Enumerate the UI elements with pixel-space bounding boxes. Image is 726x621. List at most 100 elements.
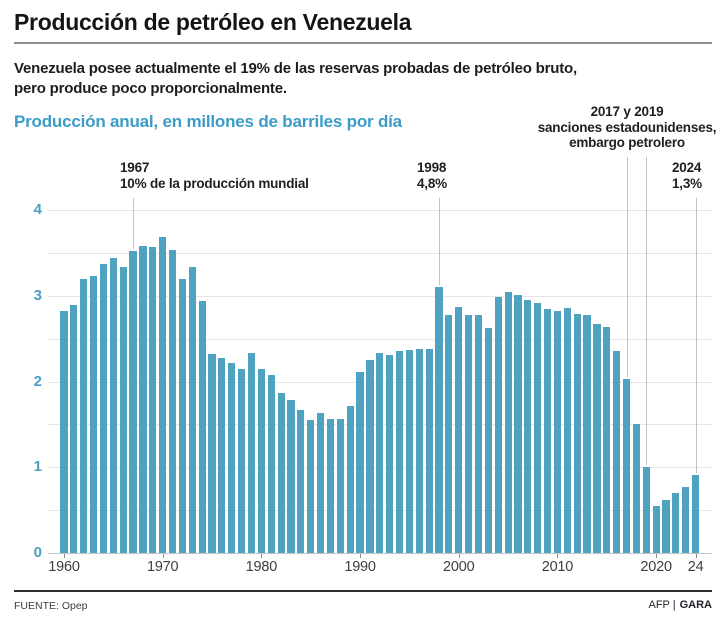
annotation-1967: 1967 10% de la producción mundial (120, 160, 309, 191)
annotation-line-1998 (439, 198, 440, 286)
bar-2002 (474, 315, 483, 553)
bar-2001 (465, 314, 473, 553)
y-axis-label: 2 (33, 372, 42, 390)
annotation-text-line: sanciones estadounidenses, (537, 119, 717, 135)
bar-1962 (80, 279, 88, 553)
bar-2020 (652, 505, 660, 553)
bar-1982 (277, 392, 285, 553)
x-axis-label: 24 (687, 559, 704, 575)
annotation-line-2019 (646, 157, 647, 466)
annotation-text-line: 2017 y 2019 (590, 104, 664, 119)
bar-2011 (563, 307, 571, 553)
bar-1992 (376, 353, 384, 553)
annotation-2017-2019: 2017 y 2019 sanciones estadounidenses, emb… (477, 104, 726, 151)
bar-2023 (682, 486, 690, 553)
bar-1990 (356, 372, 364, 553)
bar-1995 (405, 349, 413, 553)
x-axis-label: 1980 (245, 559, 278, 575)
bar-2014 (593, 324, 601, 553)
bar-1975 (208, 354, 216, 553)
bar-2007 (524, 300, 532, 553)
subtitle-line-1: Venezuela posee actualmente el 19% de la… (14, 60, 577, 77)
bar-2024 (692, 474, 700, 553)
bar-1973 (188, 266, 196, 553)
x-axis-tick (360, 554, 361, 558)
gridline (48, 339, 712, 340)
bar-2005 (504, 292, 512, 553)
bar-1983 (287, 400, 295, 553)
annotation-line-2024 (696, 198, 697, 473)
bar-2018 (632, 424, 640, 553)
bar-1980 (257, 369, 265, 553)
x-axis-label: 1960 (48, 559, 80, 575)
annotation-1998: 1998 4,8% (417, 160, 447, 191)
bar-1978 (238, 369, 246, 553)
bar-1996 (415, 348, 423, 553)
gridline (48, 210, 712, 211)
title-rule (14, 42, 712, 44)
bar-1986 (316, 413, 325, 553)
x-axis-tick (656, 554, 657, 558)
bar-1999 (445, 314, 453, 553)
x-axis-label: 2000 (443, 559, 475, 575)
bar-1963 (90, 276, 98, 553)
x-axis-label: 1970 (146, 559, 179, 575)
annotation-text-line: 1,3% (672, 175, 702, 191)
y-axis-label: 3 (33, 286, 42, 304)
gridline (48, 253, 712, 254)
bar-1985 (307, 420, 315, 553)
x-axis-tick (557, 554, 558, 558)
x-axis-tick (163, 554, 164, 558)
bar-1991 (366, 360, 374, 553)
bar-1974 (198, 300, 206, 553)
bar-1967 (129, 251, 137, 553)
bar-2003 (484, 328, 492, 553)
annotation-line-1967 (133, 198, 134, 250)
bar-1965 (109, 258, 117, 553)
source-label: FUENTE: Opep (14, 600, 88, 612)
bar-1988 (336, 419, 344, 553)
bar-1964 (99, 264, 108, 553)
bar-1972 (178, 279, 186, 553)
bar-2017 (622, 378, 631, 553)
bar-1987 (326, 419, 335, 553)
x-axis-label: 2010 (541, 559, 574, 575)
x-axis-label: 1990 (344, 559, 376, 575)
annotation-line-2017 (627, 157, 628, 377)
bar-2004 (494, 297, 502, 553)
bar-1977 (228, 362, 236, 553)
subtitle-line-2: pero produce poco proporcionalmente. (14, 80, 287, 97)
annotation-text-line: 2024 (672, 160, 702, 175)
gridline (48, 296, 712, 297)
bar-2015 (603, 326, 611, 553)
bar-2000 (455, 306, 463, 553)
bar-1968 (139, 246, 147, 553)
y-axis-label: 0 (33, 544, 42, 561)
bar-1997 (425, 348, 433, 553)
bar-2016 (613, 350, 621, 553)
credit-brand: GARA (679, 599, 712, 611)
bar-1984 (297, 409, 305, 553)
bar-2012 (573, 313, 581, 553)
bar-2008 (534, 302, 542, 553)
bar-1971 (168, 250, 177, 553)
footer-rule (14, 590, 712, 592)
y-axis-label: 1 (33, 458, 42, 476)
bar-1979 (247, 353, 256, 553)
bar-2021 (662, 499, 670, 553)
annotation-2024: 2024 1,3% (672, 160, 702, 191)
bar-2009 (543, 309, 552, 553)
x-axis-label: 2020 (640, 559, 672, 575)
annotation-text-line: 10% de la producción mundial (120, 175, 309, 191)
bar-1970 (159, 237, 167, 553)
bar-1960 (60, 311, 68, 553)
bar-1976 (218, 358, 226, 553)
annotation-text-line: 4,8% (417, 175, 447, 191)
bar-1994 (395, 350, 404, 553)
annotation-text-line: 1998 (417, 160, 447, 175)
page-title: Producción de petróleo en Venezuela (14, 9, 412, 35)
y-axis-label: 4 (33, 201, 42, 218)
bar-1981 (267, 374, 275, 553)
bar-2010 (553, 311, 562, 553)
